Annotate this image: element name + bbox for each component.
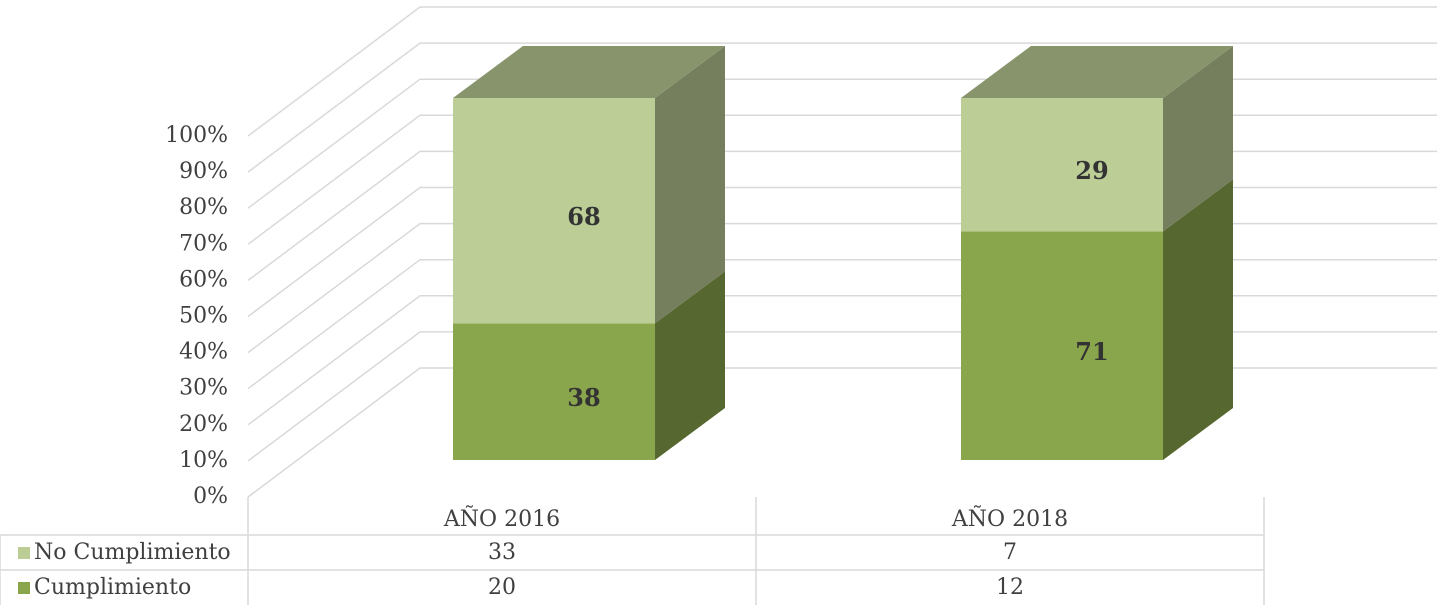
y-tick-label: 40% [179, 340, 228, 365]
bar-top [453, 46, 725, 98]
grid-line [247, 186, 1437, 318]
bar-side [655, 46, 725, 324]
grid-line [247, 150, 1437, 281]
bar-side [1163, 46, 1233, 232]
grid-line [247, 331, 1437, 462]
bar [961, 98, 1163, 232]
legend-swatch [18, 547, 30, 559]
bar-side [1163, 179, 1233, 461]
grid-line [247, 258, 1437, 390]
bar [453, 98, 655, 324]
y-tick-label: 90% [179, 159, 228, 184]
y-tick-label: 0% [193, 484, 228, 509]
y-tick-label: 60% [179, 267, 228, 292]
grid-line [247, 78, 1437, 209]
bar-top [961, 46, 1233, 98]
table-value: 33 [488, 540, 516, 565]
y-tick-label: 70% [179, 231, 228, 256]
grid-line [247, 367, 1437, 498]
table-value: 12 [996, 575, 1024, 600]
bar [453, 323, 655, 460]
y-tick-label: 20% [179, 412, 228, 437]
bar-side [655, 271, 725, 460]
y-tick-label: 10% [179, 448, 228, 473]
grid-line [247, 222, 1437, 354]
y-tick-label: 100% [165, 123, 228, 148]
table-value: 20 [488, 575, 516, 600]
grid-line [247, 295, 1437, 426]
legend-label: No Cumplimiento [34, 540, 231, 565]
y-tick-label: 50% [179, 304, 228, 329]
data-label: 29 [1075, 156, 1108, 185]
x-tick-label: AÑO 2016 [443, 504, 560, 532]
y-tick-label: 30% [179, 376, 228, 401]
grid-line [247, 6, 1437, 137]
x-tick-label: AÑO 2018 [951, 504, 1068, 532]
bar [961, 231, 1163, 460]
legend-label: Cumplimiento [34, 575, 191, 600]
data-label: 71 [1075, 337, 1108, 366]
table-value: 7 [1003, 540, 1017, 565]
data-label: 68 [567, 202, 600, 231]
y-tick-label: 80% [179, 195, 228, 220]
grid-line [247, 114, 1437, 245]
data-label: 38 [567, 383, 600, 412]
legend-swatch [18, 582, 30, 594]
grid-line [247, 42, 1437, 173]
